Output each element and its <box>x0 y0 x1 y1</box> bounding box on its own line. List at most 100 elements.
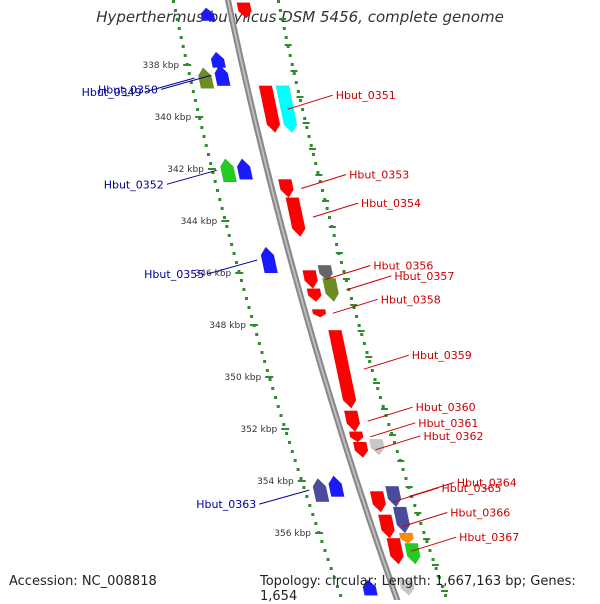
ruler-dot <box>440 585 444 588</box>
tick-label: 338 kbp <box>142 61 179 71</box>
tick-label: 346 kbp <box>195 269 232 279</box>
ruler-dot <box>260 351 264 354</box>
gene-label-leader <box>259 489 310 505</box>
ruler-dot <box>305 495 309 498</box>
gene-arrow[interactable] <box>386 537 404 565</box>
gene-arrow[interactable] <box>214 64 231 87</box>
ruler-dot <box>323 549 327 552</box>
gene-arrow[interactable] <box>306 288 322 302</box>
ruler-dot <box>395 450 399 453</box>
gene-arrow[interactable] <box>328 475 345 497</box>
tick-label: 344 kbp <box>181 217 218 227</box>
ruler-dot <box>425 540 429 543</box>
ruler-dot <box>305 126 309 129</box>
tick-label: 348 kbp <box>209 321 246 331</box>
ruler-dot <box>332 576 336 579</box>
ruler-dot <box>290 450 294 453</box>
ruler-dot <box>362 342 366 345</box>
ruler-dot <box>294 81 298 84</box>
gene-label-leader <box>287 94 333 110</box>
ruler-dot <box>311 513 315 516</box>
ruler-dot <box>237 270 241 273</box>
gene-arrow[interactable] <box>200 7 216 22</box>
accession-text: Accession: NC_008818 <box>9 574 157 589</box>
ruler-dot <box>301 108 305 111</box>
ruler-dot <box>222 216 226 219</box>
gene-arrow[interactable] <box>369 491 387 513</box>
gene-arrow[interactable] <box>317 264 333 282</box>
gene-arrow[interactable] <box>392 506 411 534</box>
gene-arrow[interactable] <box>285 197 306 237</box>
ruler-dot <box>290 63 294 66</box>
gene-arrow[interactable] <box>311 309 327 318</box>
ruler-dot <box>378 396 382 399</box>
ruler-dot <box>287 441 291 444</box>
gene-label: Hbut_0364 <box>457 477 517 490</box>
gene-arrow[interactable] <box>210 51 227 68</box>
gene-label-leader <box>207 259 258 275</box>
gene-arrow[interactable] <box>312 478 330 503</box>
gene-arrow[interactable] <box>343 410 361 432</box>
ruler-dot <box>271 387 275 390</box>
ruler-dot <box>189 81 193 84</box>
ruler-dot <box>327 216 331 219</box>
ruler-dot <box>344 279 348 282</box>
gene-label-leader <box>402 512 448 527</box>
ruler-dot <box>302 486 306 489</box>
ruler-dot <box>278 9 282 12</box>
ruler-dot <box>296 468 300 471</box>
gene-arrow[interactable] <box>322 277 339 302</box>
gene-label-leader <box>144 77 195 93</box>
ruler-dot <box>428 549 432 552</box>
ruler-dot <box>368 360 372 363</box>
gene-arrow[interactable] <box>260 246 279 274</box>
gene-arrow[interactable] <box>198 67 215 89</box>
ruler-dot <box>318 180 322 183</box>
gene-arrow[interactable] <box>362 579 378 596</box>
ruler-dot <box>335 243 339 246</box>
ruler-dot <box>247 306 251 309</box>
ruler-dot <box>293 459 297 462</box>
ruler-dot <box>196 108 200 111</box>
gene-label: Hbut_0357 <box>394 270 454 283</box>
ruler-dot <box>255 333 259 336</box>
gene-label-leader <box>160 74 212 90</box>
ruler-dot <box>357 324 361 327</box>
gene-label-leader <box>367 406 413 422</box>
ruler-dot <box>360 333 364 336</box>
gene-label: Hbut_0349 <box>82 86 142 99</box>
gene-label: Hbut_0359 <box>412 349 472 362</box>
ruler-dot <box>387 423 391 426</box>
ruler-dot <box>193 99 197 102</box>
gene-arrow[interactable] <box>236 158 254 180</box>
ruler-dot <box>365 351 369 354</box>
gene-arrow[interactable] <box>385 485 402 508</box>
ruler-dot <box>198 117 202 120</box>
ruler-dot <box>209 162 213 165</box>
gene-arrow[interactable] <box>404 543 421 565</box>
gene-arrow[interactable] <box>328 329 357 409</box>
gene-arrow[interactable] <box>398 579 415 596</box>
gene-arrow[interactable] <box>398 532 414 544</box>
ruler-dot <box>311 153 315 156</box>
gene-label-leader <box>301 174 347 189</box>
gene-arrow[interactable] <box>369 439 385 456</box>
ruler-dot <box>309 144 313 147</box>
gene-arrow[interactable] <box>258 85 281 133</box>
ruler-dot <box>376 387 380 390</box>
gene-label-leader <box>166 169 217 185</box>
gene-arrow[interactable] <box>348 431 364 443</box>
gene-arrow[interactable] <box>377 514 395 539</box>
gene-label: Hbut_0366 <box>450 507 510 520</box>
ruler-dot <box>335 585 339 588</box>
gene-arrow[interactable] <box>302 270 318 289</box>
gene-arrow[interactable] <box>352 441 369 458</box>
gene-arrow[interactable] <box>277 179 294 198</box>
gene-arrow[interactable] <box>220 158 238 183</box>
gene-arrow[interactable] <box>275 85 298 133</box>
ruler-layer: 338 kbp 340 kbp 342 kbp 344 kbp 346 kbp 348 k… <box>142 0 449 597</box>
ruler-dot <box>179 36 183 39</box>
gene-arrow[interactable] <box>236 2 252 19</box>
ruler-dot <box>211 171 215 174</box>
